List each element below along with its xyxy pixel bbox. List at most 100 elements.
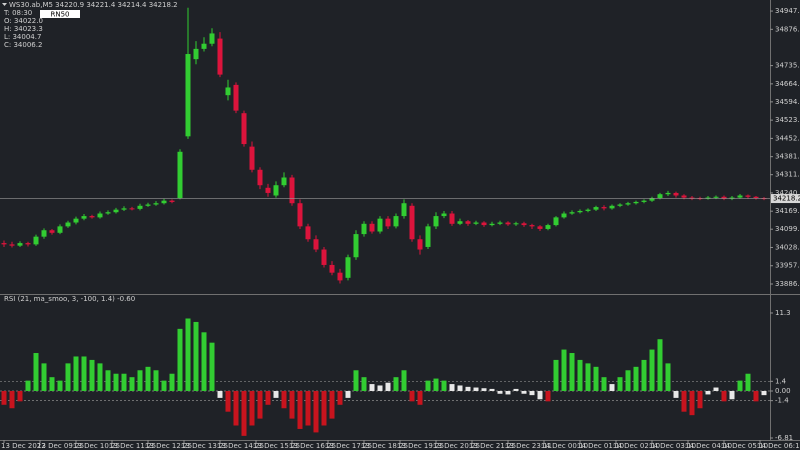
histogram-bar: [201, 332, 207, 391]
candle-body: [57, 226, 63, 233]
histogram-bar: [473, 387, 479, 391]
candle-body: [225, 87, 231, 96]
candle-body: [609, 205, 615, 209]
candle-body: [425, 226, 431, 247]
last-price-tag: [771, 194, 800, 204]
histogram-bar: [553, 359, 559, 391]
histogram-bar: [713, 387, 719, 391]
ohlc-info: H: 34023.3: [4, 25, 43, 33]
ohlc-info: T: 08:30: [3, 9, 32, 17]
candle-body: [737, 195, 743, 198]
symbol-arrow: [2, 3, 7, 6]
histogram-bar: [705, 390, 711, 395]
candle-body: [65, 222, 71, 227]
x-tick-label: 13 Dec 11:25: [109, 442, 156, 450]
candle-body: [641, 200, 647, 202]
ohlc-info: L: 34004.7: [4, 33, 41, 41]
x-tick-label: 13 Dec 21:25: [469, 442, 516, 450]
x-tick-label: 14 Dec 00:10: [541, 442, 588, 450]
candle-body: [369, 223, 375, 232]
candle-body: [377, 218, 383, 232]
histogram-bar: [761, 390, 767, 396]
y-tick-label: 34876.0: [775, 25, 800, 33]
candle-body: [41, 230, 47, 237]
x-tick-label: 13 Dec 09:25: [37, 442, 84, 450]
y-tick-label: 33886.0: [775, 280, 800, 288]
histogram-bar: [665, 363, 671, 391]
candle-body: [353, 234, 359, 258]
x-tick-label: 14 Dec 03:10: [649, 442, 696, 450]
candle-body: [233, 84, 239, 111]
candle-body: [745, 195, 751, 197]
candle-body: [281, 177, 287, 186]
histogram-bar: [585, 363, 591, 391]
candle-body: [649, 198, 655, 201]
histogram-bar: [481, 388, 487, 391]
candle-body: [545, 225, 551, 229]
histogram-bar: [641, 359, 647, 391]
candle-body: [513, 223, 519, 225]
x-tick-label: 13 Dec 23:11: [505, 442, 552, 450]
histogram-bar: [113, 373, 119, 391]
candle-body: [17, 243, 23, 246]
x-tick-label: 13 Dec 14:25: [217, 442, 264, 450]
candle-body: [433, 216, 439, 227]
candle-body: [273, 185, 279, 196]
candle-body: [617, 204, 623, 206]
y-tick-label: 0.00: [775, 387, 791, 395]
candle-body: [505, 222, 511, 225]
histogram-bar: [305, 390, 311, 426]
candle-body: [313, 239, 319, 250]
histogram-bar: [145, 366, 151, 391]
histogram-bar: [721, 390, 727, 402]
histogram-bar: [33, 353, 39, 391]
candle-body: [81, 216, 87, 219]
candle-body: [113, 209, 119, 213]
candle-body: [753, 196, 759, 199]
candle-body: [265, 187, 271, 193]
histogram-bar: [601, 377, 607, 391]
histogram-bar: [97, 363, 103, 391]
y-tick-label: 11.3: [775, 309, 791, 317]
histogram-bar: [129, 377, 135, 391]
candle-body: [209, 33, 215, 44]
indicator-title: RSI (21, ma_smoo, 3, -100, 1.4) -0.60: [4, 295, 135, 303]
candle-body: [585, 209, 591, 211]
histogram-bar: [281, 390, 287, 409]
candle-body: [137, 205, 143, 209]
candle-body: [705, 197, 711, 199]
histogram-bar: [417, 390, 423, 405]
histogram-bar: [209, 342, 215, 391]
y-tick-label: 33957.0: [775, 262, 800, 270]
y-tick-label: -1.4: [775, 397, 789, 405]
histogram-bar: [425, 380, 431, 391]
histogram-bar: [529, 390, 535, 396]
candle-body: [25, 243, 31, 245]
candle-body: [1, 243, 7, 245]
histogram-bar: [17, 390, 23, 402]
x-tick-label: 14 Dec 05:10: [721, 442, 768, 450]
histogram-bar: [225, 390, 231, 412]
histogram-bar: [737, 380, 743, 391]
candle-body: [105, 212, 111, 214]
candle-body: [593, 207, 599, 210]
histogram-bar: [41, 363, 47, 391]
histogram-bar: [633, 366, 639, 391]
histogram-bar: [401, 370, 407, 391]
candle-body: [169, 200, 175, 202]
histogram-bar: [185, 318, 191, 391]
candle-body: [529, 225, 535, 227]
candle-body: [729, 197, 735, 199]
histogram-bar: [9, 390, 15, 409]
histogram-bar: [313, 390, 319, 433]
histogram-bar: [409, 390, 415, 402]
histogram-bar: [377, 385, 383, 391]
candle-body: [721, 196, 727, 199]
histogram-bar: [137, 370, 143, 391]
candle-body: [409, 205, 415, 240]
y-tick-label: 34381.0: [775, 153, 800, 161]
histogram-bar: [609, 384, 615, 391]
candle-body: [337, 272, 343, 281]
histogram-bar: [489, 388, 495, 391]
